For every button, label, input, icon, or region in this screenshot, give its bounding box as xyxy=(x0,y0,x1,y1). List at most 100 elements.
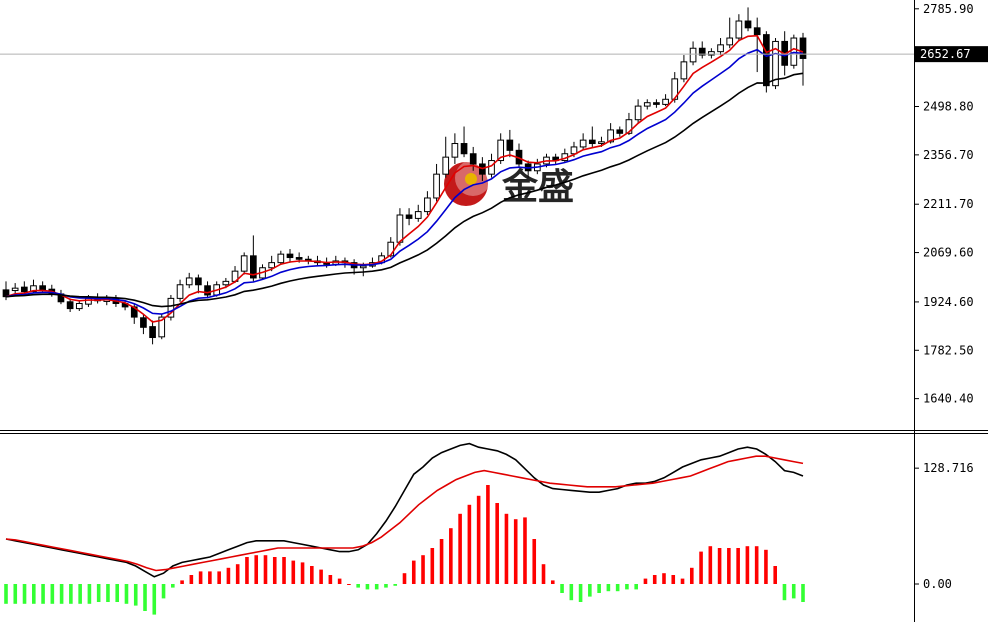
candle-body xyxy=(607,129,614,143)
macd-histogram-bar xyxy=(476,495,481,584)
macd-histogram-bar xyxy=(263,555,268,584)
price-tick-label: 2069.60 xyxy=(923,246,974,260)
price-tick-label: 2211.70 xyxy=(923,197,974,211)
macd-histogram-bar xyxy=(439,539,444,584)
macd-histogram-bar xyxy=(773,566,777,584)
candle-body xyxy=(698,47,706,56)
macd-histogram-bar xyxy=(550,580,555,584)
candle-body xyxy=(405,214,413,219)
macd-histogram-bar xyxy=(801,584,805,602)
price-tick-label: 1924.60 xyxy=(923,295,974,309)
macd-histogram-bar xyxy=(106,584,110,602)
candle-body xyxy=(277,253,285,264)
macd-histogram-bar xyxy=(764,549,768,584)
macd-histogram-bar xyxy=(152,584,157,615)
macd-histogram-bar xyxy=(143,584,147,611)
macd-histogram-bar xyxy=(133,584,138,606)
price-tick-label: 2356.70 xyxy=(923,148,974,162)
candle-body xyxy=(66,301,74,310)
macd-histogram-bar xyxy=(699,551,703,584)
moving-average-line xyxy=(5,34,804,323)
current-price-box xyxy=(915,46,988,63)
candle-body xyxy=(240,255,248,272)
macd-histogram xyxy=(4,485,805,615)
candle-body xyxy=(634,105,642,121)
candle-body xyxy=(717,44,724,53)
macd-tick-label: 128.716 xyxy=(923,461,974,475)
candle-body xyxy=(250,255,257,279)
macd-histogram-bar xyxy=(374,584,379,590)
candle-body xyxy=(424,197,431,213)
candle-body xyxy=(763,34,770,87)
macd-histogram-bar xyxy=(328,575,333,584)
candle-body xyxy=(680,61,688,80)
price-axis-ticks: 2785.902641.402498.802356.702211.702069.… xyxy=(914,2,974,406)
candle-body xyxy=(588,139,596,145)
macd-histogram-bar xyxy=(337,578,342,584)
macd-histogram-bar xyxy=(356,584,360,588)
macd-histogram-bar xyxy=(22,584,27,604)
price-candles xyxy=(2,7,807,345)
macd-histogram-bar xyxy=(662,573,666,584)
macd-histogram-bar xyxy=(208,571,212,584)
candle-body xyxy=(286,253,294,259)
macd-histogram-bar xyxy=(430,548,435,584)
macd-histogram-bar xyxy=(161,584,166,599)
macd-histogram-bar xyxy=(291,560,296,584)
macd-histogram-bar xyxy=(504,513,509,584)
macd-histogram-bar xyxy=(347,584,351,585)
macd-histogram-bar xyxy=(458,513,462,584)
macd-histogram-bar xyxy=(541,564,546,584)
macd-histogram-bar xyxy=(634,584,638,590)
candle-body xyxy=(735,20,743,39)
candle-body xyxy=(643,102,651,107)
candle-body xyxy=(295,257,303,260)
candle-body xyxy=(185,277,193,286)
macd-histogram-bar xyxy=(727,548,731,584)
macd-histogram-bar xyxy=(671,575,676,584)
macd-histogram-bar xyxy=(115,584,120,602)
candle-body xyxy=(268,262,276,269)
price-tick-label: 2785.90 xyxy=(923,2,974,16)
moving-averages xyxy=(5,34,804,323)
macd-histogram-bar xyxy=(411,560,416,584)
candle-body xyxy=(460,143,468,155)
candle-body xyxy=(204,285,211,296)
macd-histogram-bar xyxy=(569,584,574,601)
macd-histogram-bar xyxy=(745,546,750,584)
current-price-marker: 2652.67 xyxy=(0,46,988,63)
macd-histogram-bar xyxy=(87,584,92,604)
candle-body xyxy=(158,316,166,338)
macd-histogram-bar xyxy=(69,584,73,604)
candle-body xyxy=(579,139,587,148)
macd-histogram-bar xyxy=(754,546,759,584)
candle-body xyxy=(625,119,633,134)
macd-histogram-bar xyxy=(124,584,129,604)
macd-histogram-bar xyxy=(96,584,101,602)
macd-histogram-bar xyxy=(282,557,286,584)
candle-body xyxy=(744,20,752,29)
macd-histogram-bar xyxy=(171,584,175,588)
candle-body xyxy=(222,280,230,286)
macd-histogram-bar xyxy=(300,562,305,584)
moving-average-line xyxy=(5,48,804,315)
macd-histogram-bar xyxy=(254,555,259,584)
macd-histogram-bar xyxy=(782,584,787,601)
moving-average-line xyxy=(5,72,804,308)
candle-body xyxy=(30,285,37,293)
macd-histogram-bar xyxy=(523,517,527,584)
macd-histogram-bar xyxy=(217,571,221,584)
macd-histogram-bar xyxy=(402,573,407,584)
candle-body xyxy=(433,173,440,199)
macd-histogram-bar xyxy=(588,584,592,597)
macd-histogram-bar xyxy=(4,584,8,604)
macd-histogram-bar xyxy=(449,528,453,584)
macd-histogram-bar xyxy=(189,575,194,584)
macd-histogram-bar xyxy=(652,575,657,584)
candle-body xyxy=(506,139,514,151)
macd-histogram-bar xyxy=(615,584,620,592)
macd-histogram-bar xyxy=(643,578,648,584)
candle-body xyxy=(753,27,761,36)
candle-body xyxy=(140,317,147,328)
macd-histogram-bar xyxy=(50,584,55,604)
